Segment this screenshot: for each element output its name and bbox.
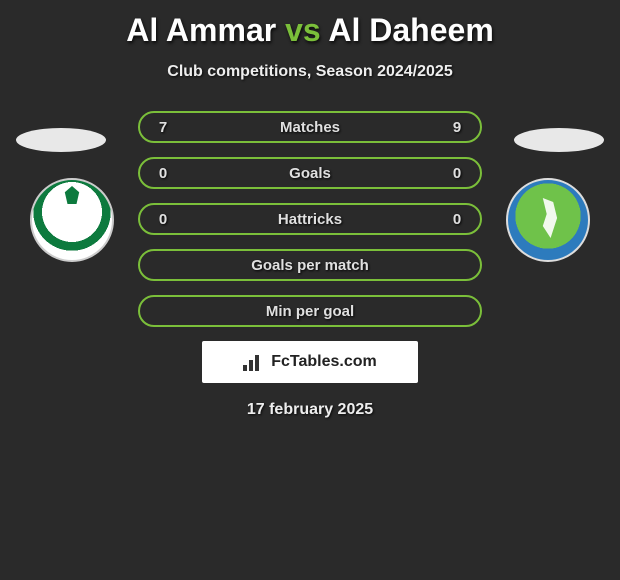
date-label: 17 february 2025 — [0, 401, 620, 419]
stat-right-value: 9 — [448, 119, 466, 136]
stat-row-mpg: Min per goal — [138, 295, 482, 327]
oval-left — [16, 128, 106, 152]
player1-name: Al Ammar — [126, 12, 276, 48]
stat-left-value: 0 — [154, 211, 172, 228]
player2-name: Al Daheem — [328, 12, 493, 48]
vs-label: vs — [285, 12, 321, 48]
brand-box: FcTables.com — [202, 341, 418, 383]
oval-right — [514, 128, 604, 152]
stat-row-matches: 7 Matches 9 — [138, 111, 482, 143]
stat-label: Hattricks — [278, 211, 342, 228]
stat-right-value: 0 — [448, 211, 466, 228]
brand-text: FcTables.com — [271, 353, 377, 371]
stat-label: Min per goal — [266, 303, 354, 320]
page-title: Al Ammar vs Al Daheem — [0, 0, 620, 49]
stat-row-goals: 0 Goals 0 — [138, 157, 482, 189]
subtitle: Club competitions, Season 2024/2025 — [0, 63, 620, 81]
stats-panel: 7 Matches 9 0 Goals 0 0 Hattricks 0 Goal… — [138, 111, 482, 327]
stat-label: Matches — [280, 119, 340, 136]
bar-chart-icon — [243, 353, 265, 371]
club-badge-left — [30, 178, 114, 262]
stat-row-gpm: Goals per match — [138, 249, 482, 281]
stat-row-hattricks: 0 Hattricks 0 — [138, 203, 482, 235]
stat-label: Goals — [289, 165, 331, 182]
club-badge-right — [506, 178, 590, 262]
stat-label: Goals per match — [251, 257, 369, 274]
stat-left-value: 7 — [154, 119, 172, 136]
stat-right-value: 0 — [448, 165, 466, 182]
stat-left-value: 0 — [154, 165, 172, 182]
